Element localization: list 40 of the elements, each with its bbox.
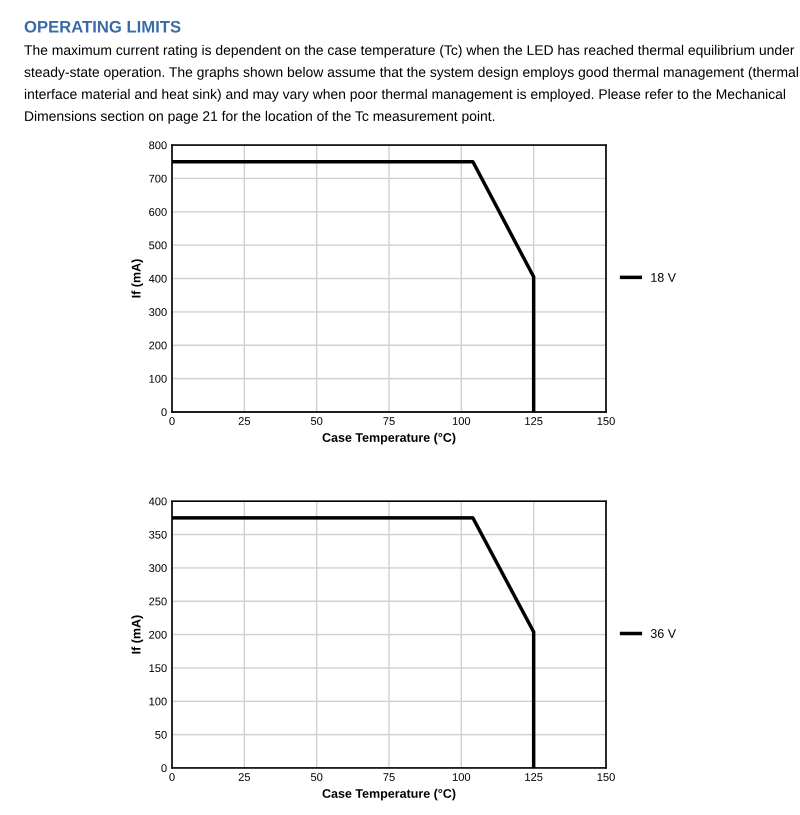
y-tick-label: 50 [155, 730, 167, 739]
y-axis-title: If (mA) [131, 615, 144, 654]
y-tick-label: 800 [149, 141, 167, 150]
x-tick-label: 75 [383, 773, 395, 781]
y-tick-label: 250 [149, 598, 167, 606]
y-tick-label: 350 [149, 530, 167, 539]
x-tick-label: 0 [169, 417, 175, 426]
x-tick-label: 100 [452, 773, 470, 781]
y-tick-label: 600 [149, 208, 167, 216]
y-tick-label: 200 [149, 630, 167, 639]
x-axis-title: Case Temperature (°C) [322, 432, 456, 444]
x-axis-title: Case Temperature (°C) [322, 788, 456, 800]
chart-title: OPERATING LIMITS [24, 20, 180, 33]
legend-label: 18 V [651, 273, 676, 282]
y-tick-label: 300 [149, 308, 167, 316]
y-tick-label: 300 [149, 564, 167, 572]
chart-subtitle: The maximum current rating is dependent on the case temperature (Tc) when the LED has reached thermal equilibrium under steady-state operation. The graphs shown below assume that the system design employs good thermal management (thermal interface material and heat sink) and may vary when poor thermal management is employed. Please refer to the Mechanical Dimensions section on page 21 for the location of the Tc measurement point. [24, 44, 798, 124]
x-tick-label: 100 [452, 417, 470, 426]
x-tick-label: 50 [310, 417, 322, 426]
y-tick-label: 100 [149, 698, 167, 706]
x-tick-label: 25 [238, 773, 250, 781]
x-tick-label: 150 [598, 417, 615, 426]
x-tick-label: 50 [310, 773, 322, 781]
y-tick-label: 150 [149, 664, 167, 672]
x-tick-label: 0 [169, 773, 175, 781]
y-tick-label: 0 [161, 764, 167, 772]
legend-label: 36 V [650, 629, 676, 638]
x-tick-label: 150 [598, 773, 615, 781]
x-tick-label: 125 [525, 417, 542, 426]
y-tick-label: 200 [149, 342, 167, 350]
x-tick-label: 25 [238, 417, 250, 426]
y-tick-label: 400 [148, 497, 167, 506]
y-tick-label: 500 [149, 241, 167, 250]
x-tick-label: 125 [525, 773, 542, 781]
y-tick-label: 0 [161, 408, 167, 416]
y-axis-title: If (mA) [131, 259, 144, 298]
y-tick-label: 100 [149, 374, 167, 383]
x-tick-label: 75 [383, 417, 395, 426]
y-tick-label: 400 [148, 274, 167, 283]
y-tick-label: 700 [149, 174, 167, 183]
